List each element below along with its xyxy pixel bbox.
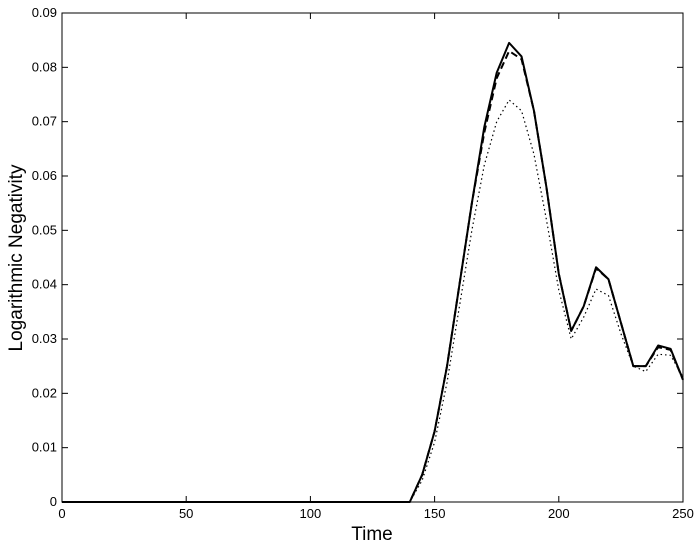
line-series <box>62 99 684 503</box>
x-tick-label: 100 <box>300 506 322 521</box>
y-axis-label: Logarithmic Negativity <box>6 164 27 351</box>
y-tick-label: 0.08 <box>32 59 57 74</box>
y-tick-label: 0.01 <box>32 440 57 455</box>
y-tick-label: 0.05 <box>32 222 57 237</box>
y-tick-label: 0 <box>50 494 57 509</box>
plot-frame <box>61 12 684 503</box>
x-axis-label: Time <box>351 524 393 545</box>
x-tick-label: 50 <box>179 506 193 521</box>
y-tick-label: 0.03 <box>32 331 57 346</box>
line-series <box>62 50 684 503</box>
y-tick-label: 0.09 <box>32 5 57 20</box>
line-series <box>62 41 684 503</box>
x-tick-label: 250 <box>672 506 694 521</box>
y-tick-label: 0.04 <box>32 277 57 292</box>
x-tick-label: 150 <box>424 506 446 521</box>
x-tick-label: 200 <box>548 506 570 521</box>
y-tick-label: 0.06 <box>32 168 57 183</box>
y-tick-label: 0.07 <box>32 114 57 129</box>
y-tick-label: 0.02 <box>32 385 57 400</box>
x-tick-label: 0 <box>58 506 65 521</box>
